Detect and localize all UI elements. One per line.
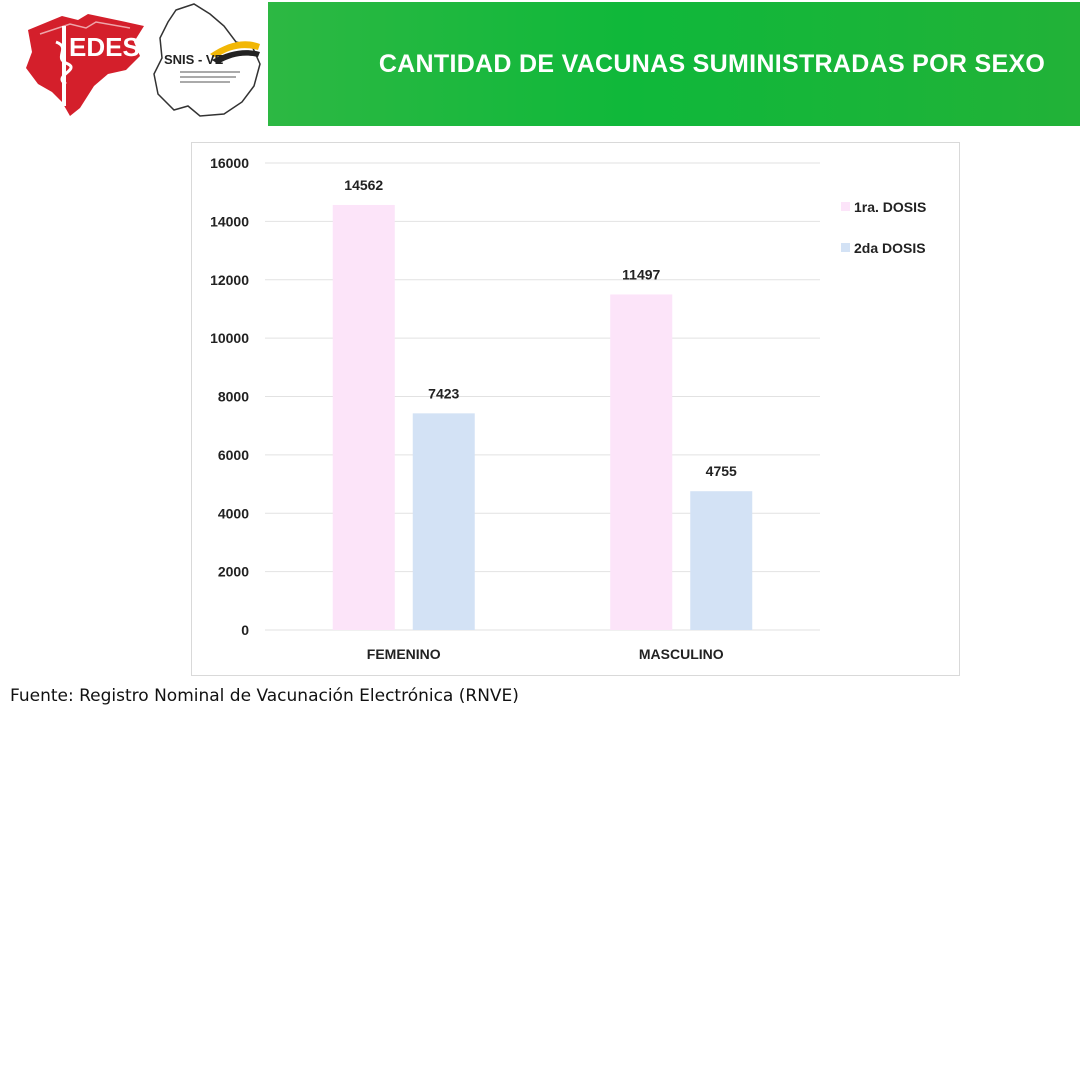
legend-label: 1ra. DOSIS bbox=[854, 199, 926, 215]
bar-masculino-series-1 bbox=[610, 294, 673, 630]
legend-swatch bbox=[841, 243, 850, 252]
y-tick-label: 14000 bbox=[210, 213, 249, 229]
y-tick-label: 0 bbox=[241, 622, 249, 638]
logo-area: EDES SNIS - VE bbox=[0, 0, 268, 127]
data-label: 11497 bbox=[622, 266, 660, 282]
snis-ve-logo-text: SNIS - VE bbox=[164, 52, 224, 67]
bar-chart: 0 2000 4000 6000 8000 10000 12000 14000 16000 145… bbox=[210, 155, 926, 662]
source-note: Fuente: Registro Nominal de Vacunación E… bbox=[10, 686, 519, 706]
header-banner: CANTIDAD DE VACUNAS SUMINISTRADAS POR SE… bbox=[268, 2, 1080, 126]
legend-swatch bbox=[841, 202, 850, 211]
x-category-label: FEMENINO bbox=[367, 646, 441, 662]
bar-masculino-series-2 bbox=[690, 491, 753, 630]
y-tick-label: 16000 bbox=[210, 155, 249, 171]
y-tick-label: 12000 bbox=[210, 272, 249, 288]
data-label: 4755 bbox=[706, 463, 737, 479]
x-category-label: MASCULINO bbox=[639, 646, 724, 662]
bar-femenino-series-1 bbox=[332, 204, 395, 630]
snis-ve-logo: SNIS - VE bbox=[153, 3, 261, 117]
y-tick-label: 2000 bbox=[218, 564, 249, 580]
y-tick-label: 10000 bbox=[210, 330, 249, 346]
y-tick-label: 4000 bbox=[218, 505, 249, 521]
sedes-logo: EDES bbox=[26, 14, 144, 116]
sedes-logo-text: EDES bbox=[69, 32, 140, 62]
chart-container: 0 2000 4000 6000 8000 10000 12000 14000 16000 145… bbox=[191, 142, 960, 676]
data-label: 14562 bbox=[344, 177, 383, 193]
bar-femenino-series-2 bbox=[412, 413, 475, 630]
y-tick-label: 8000 bbox=[218, 389, 249, 405]
page-title: CANTIDAD DE VACUNAS SUMINISTRADAS POR SE… bbox=[378, 49, 1046, 78]
data-label: 7423 bbox=[428, 385, 459, 401]
y-tick-label: 6000 bbox=[218, 447, 249, 463]
legend-label: 2da DOSIS bbox=[854, 240, 926, 256]
